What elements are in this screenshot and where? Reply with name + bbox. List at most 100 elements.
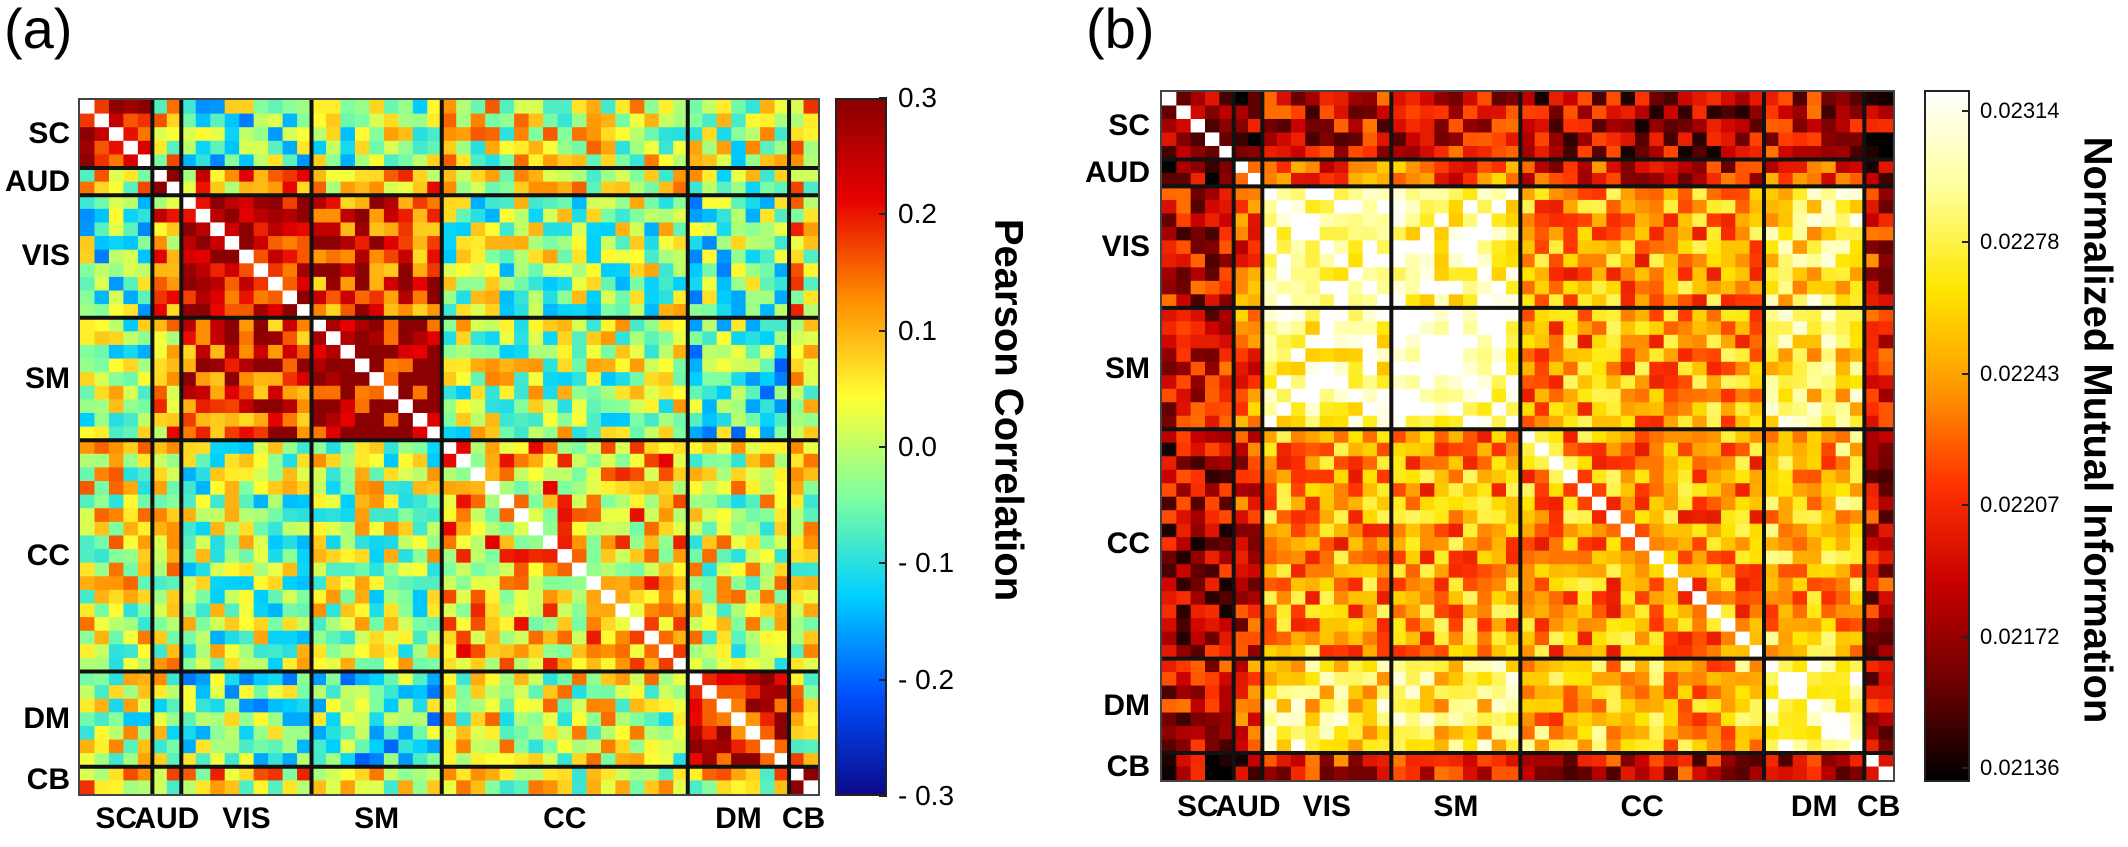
- heatmap-cell: [658, 440, 674, 455]
- heatmap-cell: [1520, 591, 1536, 606]
- heatmap-cell: [586, 617, 602, 632]
- heatmap-cell: [354, 671, 371, 686]
- heatmap-cell: [485, 780, 501, 794]
- heatmap-cell: [137, 440, 153, 455]
- heatmap-cell: [1520, 321, 1536, 336]
- heatmap-cell: [1276, 631, 1292, 646]
- heatmap-cell: [1491, 456, 1507, 471]
- heatmap-cell: [557, 603, 573, 618]
- heatmap-cell: [1162, 118, 1177, 134]
- heatmap-cell: [1319, 186, 1335, 201]
- heatmap-cell: [80, 521, 96, 537]
- heatmap-cell: [80, 630, 96, 645]
- heatmap-cell: [774, 644, 790, 659]
- heatmap-cell: [441, 140, 457, 156]
- heatmap-cell: [1721, 469, 1736, 484]
- heatmap-cell: [1262, 294, 1278, 309]
- heatmap-cell: [774, 304, 790, 319]
- heatmap-cell: [1491, 604, 1507, 619]
- heatmap-cell: [195, 263, 211, 278]
- heatmap-cell: [702, 685, 718, 700]
- heatmap-cell: [658, 263, 674, 278]
- heatmap-cell: [1405, 348, 1421, 363]
- heatmap-cell: [629, 589, 645, 605]
- heatmap-cell: [1405, 294, 1421, 309]
- heatmap-cell: [702, 617, 718, 632]
- heatmap-cell: [1248, 348, 1263, 363]
- heatmap-cell: [1291, 483, 1306, 498]
- heatmap-cell: [166, 657, 182, 673]
- heatmap-cell: [774, 508, 790, 523]
- heatmap-cell: [239, 127, 255, 142]
- heatmap-cell: [1248, 510, 1263, 525]
- heatmap-cell: [398, 440, 414, 455]
- heatmap-cell: [1678, 658, 1693, 673]
- heatmap-cell: [311, 100, 327, 115]
- heatmap-cell: [94, 630, 110, 645]
- heatmap-cell: [1821, 253, 1837, 268]
- heatmap-cell: [658, 630, 674, 645]
- heatmap-cell: [427, 725, 443, 741]
- heatmap-cell: [673, 508, 689, 523]
- heatmap-cell: [1477, 591, 1493, 606]
- heatmap-cell: [1534, 226, 1550, 241]
- heatmap-cell: [485, 535, 501, 550]
- heatmap-cell: [1491, 361, 1507, 376]
- heatmap-cell: [1420, 402, 1435, 417]
- heatmap-cell: [253, 562, 269, 577]
- heatmap-cell: [499, 290, 515, 305]
- heatmap-cell: [528, 385, 544, 400]
- heatmap-cell: [1420, 415, 1435, 430]
- heatmap-cell: [137, 630, 153, 645]
- heatmap-cell: [412, 331, 428, 346]
- heatmap-cell: [1420, 537, 1435, 552]
- heatmap-cell: [166, 617, 182, 632]
- heatmap-cell: [1778, 267, 1794, 282]
- heatmap-cell: [1749, 496, 1765, 511]
- heatmap-cell: [615, 154, 631, 169]
- heatmap-cell: [1262, 658, 1278, 673]
- heatmap-cell: [1663, 631, 1679, 646]
- heatmap-cell: [1850, 537, 1865, 552]
- heatmap-cell: [1606, 591, 1622, 606]
- heatmap-cell: [1348, 199, 1364, 215]
- heatmap-cell: [441, 317, 457, 332]
- heatmap-cell: [644, 753, 660, 768]
- heatmap-cell: [615, 412, 631, 428]
- heatmap-cell: [94, 236, 110, 251]
- heatmap-cell: [528, 725, 544, 741]
- colorbar-tickmark: [879, 97, 887, 99]
- heatmap-cell: [716, 535, 732, 550]
- heatmap-cell: [1362, 105, 1378, 120]
- heatmap-cell: [80, 317, 96, 332]
- heatmap-cell: [297, 739, 313, 754]
- heatmap-cell: [1420, 550, 1435, 565]
- heatmap-cell: [1778, 172, 1794, 188]
- colorbar-tick-label: - 0.2: [898, 663, 955, 695]
- heatmap-cell: [311, 780, 327, 794]
- heatmap-cell: [1391, 685, 1407, 700]
- heatmap-cell: [383, 739, 399, 754]
- heatmap-cell: [644, 549, 660, 564]
- heatmap-cell: [383, 766, 399, 781]
- heatmap-cell: [166, 440, 182, 455]
- heatmap-cell: [311, 412, 327, 428]
- heatmap-cell: [398, 535, 414, 550]
- heatmap-cell: [412, 562, 428, 577]
- heatmap-cell: [731, 195, 747, 210]
- heatmap-cell: [239, 154, 255, 169]
- heatmap-cell: [1835, 631, 1851, 646]
- heatmap-cell: [687, 617, 703, 632]
- heatmap-cell: [1233, 253, 1249, 268]
- heatmap-cell: [543, 113, 559, 128]
- heatmap-cell: [485, 630, 501, 645]
- heatmap-cell: [600, 630, 617, 645]
- heatmap-cell: [1563, 672, 1579, 687]
- heatmap-cell: [673, 725, 689, 741]
- heatmap-cell: [239, 113, 255, 128]
- heatmap-cell: [369, 140, 385, 156]
- heatmap-cell: [94, 562, 110, 577]
- heatmap-cell: [1448, 645, 1464, 660]
- heatmap-cell: [687, 630, 703, 645]
- heatmap-cell: [282, 399, 298, 414]
